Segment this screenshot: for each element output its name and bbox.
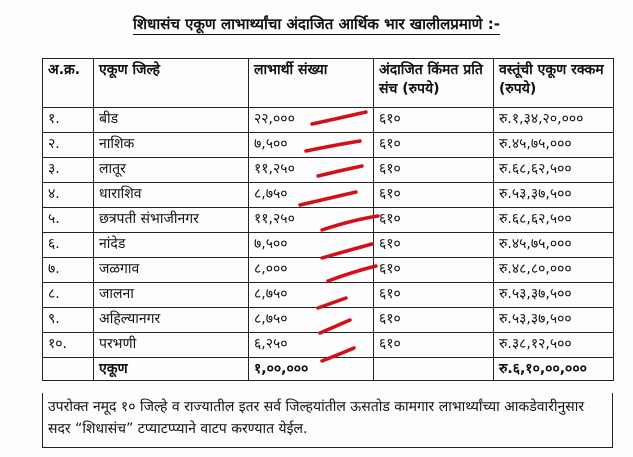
table-cell: ११,२५० bbox=[248, 157, 374, 183]
table-row: ७. जळगाव ८,००० ६१० रु.४८,८०,००० bbox=[42, 257, 614, 283]
table-cell: ७,५०० bbox=[248, 132, 374, 158]
title: शिधासंच एकूण लाभार्थ्यांचा अंदाजित आर्थि… bbox=[0, 14, 633, 35]
header-row: अ.क्र. एकूण जिल्हे लाभार्थी संख्या अंदाजित … bbox=[42, 58, 614, 108]
table-cell: ७. bbox=[42, 257, 94, 283]
table-cell: १०. bbox=[42, 332, 94, 358]
table-cell: जळगाव bbox=[93, 257, 249, 283]
table-body: १. बीड २२,००० ६१० रु.१,३४,२०,००० २. नाशिक ७,५००… bbox=[42, 107, 614, 381]
table-cell: अहिल्यानगर bbox=[93, 307, 249, 333]
header-cell: वस्तूंची एकूण रक्कम (रुपये) bbox=[493, 58, 614, 108]
table-cell: जालना bbox=[93, 282, 249, 308]
table-cell: ६१० bbox=[373, 257, 494, 283]
table-cell: रु.६८,६२,५०० bbox=[493, 207, 614, 233]
table-cell: ६१० bbox=[373, 332, 494, 358]
table-cell: ८. bbox=[42, 282, 94, 308]
table-cell bbox=[373, 357, 494, 381]
table-row: ३. लातूर ११,२५० ६१० रु.६८,६२,५०० bbox=[42, 157, 614, 183]
header-cell: अंदाजित किंमत प्रति संच (रुपये) bbox=[373, 58, 494, 108]
table-cell: ३. bbox=[42, 157, 94, 183]
table-row: ६. नांदेड ७,५०० ६१० रु.४५,७५,००० bbox=[42, 232, 614, 258]
table-cell: ९. bbox=[42, 307, 94, 333]
header-cell: अ.क्र. bbox=[42, 58, 94, 108]
table-cell: ११,२५० bbox=[248, 207, 374, 233]
table-cell: ६१० bbox=[373, 157, 494, 183]
total-label: एकूण bbox=[93, 357, 249, 381]
table-cell: ६१० bbox=[373, 182, 494, 208]
table-cell: रु.४५,७५,००० bbox=[493, 232, 614, 258]
table-cell: रु.६८,६२,५०० bbox=[493, 157, 614, 183]
table-cell: रु.५३,३७,५०० bbox=[493, 182, 614, 208]
table-cell: ६१० bbox=[373, 282, 494, 308]
table-cell: ८,७५० bbox=[248, 307, 374, 333]
total-amount: रु.६,१०,००,००० bbox=[493, 357, 614, 381]
table-cell: २२,००० bbox=[248, 107, 374, 133]
table-cell: ६. bbox=[42, 232, 94, 258]
title-text: शिधासंच एकूण लाभार्थ्यांचा अंदाजित आर्थि… bbox=[133, 15, 500, 35]
table-cell: ६१० bbox=[373, 307, 494, 333]
table-cell: रु.५३,३७,५०० bbox=[493, 282, 614, 308]
table-cell: बीड bbox=[93, 107, 249, 133]
table-row: १. बीड २२,००० ६१० रु.१,३४,२०,००० bbox=[42, 107, 614, 133]
total-row: एकूण १,००,००० रु.६,१०,००,००० bbox=[42, 357, 614, 381]
total-beneficiaries: १,००,००० bbox=[248, 357, 374, 381]
table-cell: लातूर bbox=[93, 157, 249, 183]
table-cell: नाशिक bbox=[93, 132, 249, 158]
table-cell: ७,५०० bbox=[248, 232, 374, 258]
table-cell: ८,००० bbox=[248, 257, 374, 283]
table-cell: ८,७५० bbox=[248, 182, 374, 208]
table-cell: ४. bbox=[42, 182, 94, 208]
table-cell: ६,२५० bbox=[248, 332, 374, 358]
header-cell: एकूण जिल्हे bbox=[93, 58, 249, 108]
table-cell: २. bbox=[42, 132, 94, 158]
header-cell: लाभार्थी संख्या bbox=[248, 58, 374, 108]
footer-note: उपरोक्त नमूद १० जिल्हे व राज्यातील इतर स… bbox=[42, 393, 613, 448]
table-cell: रु.३८,१२,५०० bbox=[493, 332, 614, 358]
table-row: ८. जालना ८,७५० ६१० रु.५३,३७,५०० bbox=[42, 282, 614, 308]
table-cell: रु.१,३४,२०,००० bbox=[493, 107, 614, 133]
table-row: २. नाशिक ७,५०० ६१० रु.४५,७५,००० bbox=[42, 132, 614, 158]
table-cell: छत्रपती संभाजीनगर bbox=[93, 207, 249, 233]
table-row: ९. अहिल्यानगर ८,७५० ६१० रु.५३,३७,५०० bbox=[42, 307, 614, 333]
table-cell: ८,७५० bbox=[248, 282, 374, 308]
table: अ.क्र. एकूण जिल्हे लाभार्थी संख्या अंदाजित … bbox=[42, 58, 614, 381]
table-cell: नांदेड bbox=[93, 232, 249, 258]
table-cell: ६१० bbox=[373, 132, 494, 158]
table-cell: ६१० bbox=[373, 207, 494, 233]
table-cell: रु.५३,३७,५०० bbox=[493, 307, 614, 333]
table-cell: ६१० bbox=[373, 107, 494, 133]
table-cell: १. bbox=[42, 107, 94, 133]
table-row: १०. परभणी ६,२५० ६१० रु.३८,१२,५०० bbox=[42, 332, 614, 358]
table-cell: परभणी bbox=[93, 332, 249, 358]
table-cell: रु.४५,७५,००० bbox=[493, 132, 614, 158]
table-cell: ५. bbox=[42, 207, 94, 233]
table-row: ४. धाराशिव ८,७५० ६१० रु.५३,३७,५०० bbox=[42, 182, 614, 208]
table-cell: रु.४८,८०,००० bbox=[493, 257, 614, 283]
table-cell: ६१० bbox=[373, 232, 494, 258]
table-cell: धाराशिव bbox=[93, 182, 249, 208]
table-row: ५. छत्रपती संभाजीनगर ११,२५० ६१० रु.६८,६२,५०० bbox=[42, 207, 614, 233]
table-cell bbox=[42, 357, 94, 381]
